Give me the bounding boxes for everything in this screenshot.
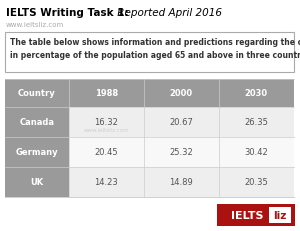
Bar bbox=[144, 137, 219, 167]
Text: The table below shows information and predictions regarding the change
in percen: The table below shows information and pr… bbox=[10, 38, 300, 60]
Bar bbox=[144, 108, 219, 137]
Bar bbox=[5, 137, 69, 167]
Text: Country: Country bbox=[18, 89, 56, 98]
Text: 2000: 2000 bbox=[170, 89, 193, 98]
Bar bbox=[69, 108, 144, 137]
Text: 14.89: 14.89 bbox=[169, 178, 193, 187]
Text: Germany: Germany bbox=[16, 148, 58, 157]
Text: 20.67: 20.67 bbox=[169, 118, 193, 127]
Bar bbox=[5, 80, 69, 108]
Bar bbox=[144, 80, 219, 108]
Text: IELTS: IELTS bbox=[231, 210, 263, 220]
Text: UK: UK bbox=[30, 178, 44, 187]
Bar bbox=[5, 167, 69, 197]
Text: www.ieltsliz.com: www.ieltsliz.com bbox=[6, 22, 64, 28]
Bar bbox=[219, 167, 294, 197]
Bar bbox=[144, 167, 219, 197]
Text: liz: liz bbox=[273, 210, 287, 220]
Text: 20.35: 20.35 bbox=[244, 178, 268, 187]
Text: www.ieltsliz.com: www.ieltsliz.com bbox=[83, 128, 129, 132]
Text: 30.42: 30.42 bbox=[244, 148, 268, 157]
Bar bbox=[219, 80, 294, 108]
Text: 14.23: 14.23 bbox=[94, 178, 118, 187]
Bar bbox=[5, 108, 69, 137]
Text: 26.35: 26.35 bbox=[244, 118, 268, 127]
Bar bbox=[5, 33, 294, 73]
Bar bbox=[217, 204, 295, 226]
Text: 16.32: 16.32 bbox=[94, 118, 118, 127]
Bar bbox=[69, 167, 144, 197]
Bar bbox=[219, 108, 294, 137]
Text: Canada: Canada bbox=[19, 118, 54, 127]
Bar bbox=[269, 207, 291, 223]
Bar bbox=[69, 80, 144, 108]
Bar bbox=[69, 137, 144, 167]
Text: 25.32: 25.32 bbox=[169, 148, 193, 157]
Text: IELTS Writing Task 1:: IELTS Writing Task 1: bbox=[6, 8, 129, 18]
Text: 2030: 2030 bbox=[245, 89, 268, 98]
Text: Reported April 2016: Reported April 2016 bbox=[114, 8, 222, 18]
Text: 20.45: 20.45 bbox=[94, 148, 118, 157]
Text: 1988: 1988 bbox=[94, 89, 118, 98]
Bar bbox=[219, 137, 294, 167]
